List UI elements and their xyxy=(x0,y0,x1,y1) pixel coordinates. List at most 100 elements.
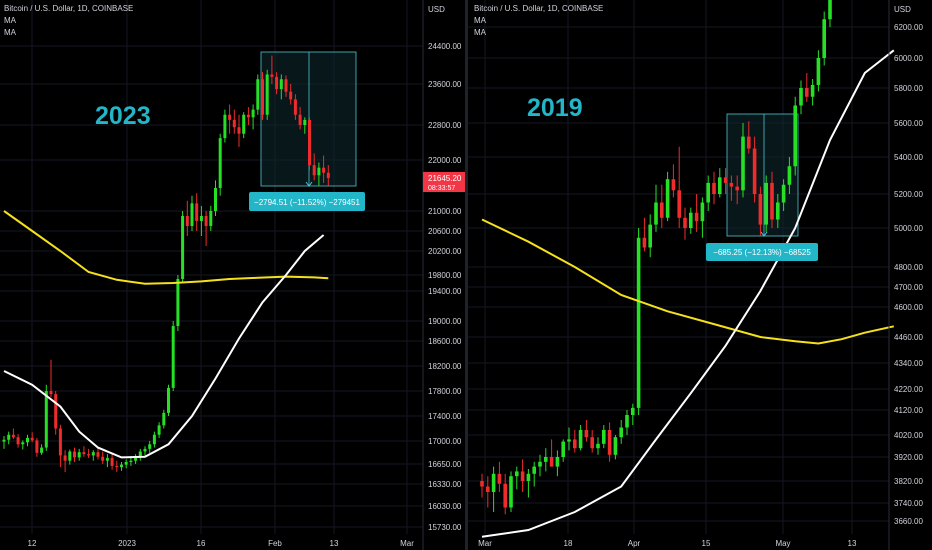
left-candle xyxy=(73,447,76,463)
right-candle xyxy=(590,430,594,453)
right-candle-body xyxy=(735,186,739,191)
left-candle-body xyxy=(256,79,260,110)
left-indicator-ma1[interactable]: MA xyxy=(4,16,17,25)
right-candle xyxy=(781,179,786,211)
left-candle xyxy=(54,391,58,435)
left-indicator-ma2[interactable]: MA xyxy=(4,28,17,37)
left-y-tick-label: 15730.00 xyxy=(428,523,462,532)
left-candle-body xyxy=(11,434,15,438)
left-candle xyxy=(87,448,91,459)
right-candle-body xyxy=(822,19,826,58)
right-x-tick-label: 18 xyxy=(564,539,573,548)
left-candle-body xyxy=(270,74,274,77)
left-candle-body xyxy=(87,454,91,456)
right-candle-body xyxy=(491,473,496,492)
pane-separator[interactable] xyxy=(465,0,468,550)
left-candle-body xyxy=(279,79,283,90)
left-candle xyxy=(129,456,133,466)
right-y-tick-label: 6000.00 xyxy=(894,54,923,63)
right-y-axis[interactable]: 6200.00 6000.00 5800.00 5600.00 5400.00 5200.… xyxy=(894,23,923,526)
right-candle xyxy=(578,425,583,451)
right-candle xyxy=(642,217,647,252)
right-candle-body xyxy=(642,237,647,248)
right-candle xyxy=(509,471,513,512)
left-candle xyxy=(284,75,288,97)
right-candle-body xyxy=(694,212,699,222)
left-candle xyxy=(242,112,246,139)
left-candle xyxy=(77,448,81,461)
left-candle xyxy=(326,165,330,186)
right-candle-body xyxy=(515,471,519,477)
left-candle-body xyxy=(129,460,133,463)
left-candle-body xyxy=(152,434,156,445)
left-candle-body xyxy=(30,437,34,441)
left-candle-body xyxy=(54,394,58,429)
right-candle xyxy=(520,459,525,492)
right-candle xyxy=(544,448,548,472)
right-candle-body xyxy=(544,457,548,462)
right-candle-body xyxy=(590,437,594,449)
right-ma-white-line xyxy=(481,49,895,538)
left-y-tick-label: 18200.00 xyxy=(428,362,462,371)
left-candle xyxy=(101,451,105,464)
left-y-tick-label: 19800.00 xyxy=(428,271,462,280)
right-candle-body xyxy=(654,202,658,225)
right-candle-body xyxy=(828,0,832,20)
left-candle xyxy=(7,431,11,445)
right-x-tick-label: Mar xyxy=(478,539,492,548)
right-indicator-ma1[interactable]: MA xyxy=(474,16,487,25)
right-candle-body xyxy=(526,473,531,481)
right-candle xyxy=(573,430,577,453)
right-candle-body xyxy=(619,427,623,438)
left-candle-body xyxy=(162,412,166,426)
right-ma-yellow-line xyxy=(481,218,895,345)
left-candle xyxy=(270,55,274,84)
left-candle-body xyxy=(185,216,189,226)
right-candle-body xyxy=(509,476,513,508)
left-candle-body xyxy=(204,216,208,226)
left-candle xyxy=(237,114,241,147)
right-candle xyxy=(660,184,664,228)
left-candle xyxy=(289,84,293,105)
pane-2019[interactable]: Bitcoin / U.S. Dollar, 1D, COINBASE MA M… xyxy=(468,0,923,550)
left-candle-body xyxy=(317,167,321,176)
right-candle xyxy=(584,420,589,442)
left-candle xyxy=(120,462,123,471)
right-candle-body xyxy=(602,430,606,444)
left-candle-body xyxy=(326,172,330,179)
right-y-tick-label: 3660.00 xyxy=(894,517,923,526)
right-candle-body xyxy=(625,415,629,428)
left-countdown: 08:33:57 xyxy=(428,185,455,192)
left-axis-currency: USD xyxy=(428,5,445,14)
left-candle xyxy=(185,200,189,236)
left-candle-body xyxy=(246,114,250,118)
right-x-axis[interactable]: Mar 18 Apr 15 May 13 xyxy=(478,539,857,548)
right-indicator-ma2[interactable]: MA xyxy=(474,28,487,37)
right-candle xyxy=(822,11,826,66)
left-candle-body xyxy=(251,109,255,118)
left-candle-body xyxy=(77,452,81,458)
right-candle-body xyxy=(770,182,774,220)
right-candle xyxy=(486,476,490,508)
left-y-tick-label: 23600.00 xyxy=(428,80,462,89)
left-candle xyxy=(2,436,6,449)
right-candle xyxy=(828,0,832,27)
right-candle-body xyxy=(677,190,681,218)
left-candle-body xyxy=(261,79,264,115)
left-candle xyxy=(143,446,147,456)
left-y-axis[interactable]: 24400.00 23600.00 22800.00 22000.00 21000.00… xyxy=(428,42,462,532)
right-candle xyxy=(549,439,554,467)
left-candle-body xyxy=(120,464,123,468)
right-candle xyxy=(694,194,699,232)
left-y-tick-label: 24400.00 xyxy=(428,42,462,51)
left-y-tick-label: 17800.00 xyxy=(428,387,462,396)
left-candle-body xyxy=(115,465,119,468)
left-candle xyxy=(209,205,213,231)
right-y-tick-label: 5600.00 xyxy=(894,119,923,128)
pane-2023[interactable]: Bitcoin / U.S. Dollar, 1D, COINBASE MA M… xyxy=(0,0,465,550)
left-candle xyxy=(16,434,20,448)
left-candle xyxy=(63,450,67,473)
left-candle xyxy=(157,422,161,438)
right-candle-body xyxy=(805,88,809,97)
left-x-axis[interactable]: 12 2023 16 Feb 13 Mar xyxy=(28,539,415,548)
